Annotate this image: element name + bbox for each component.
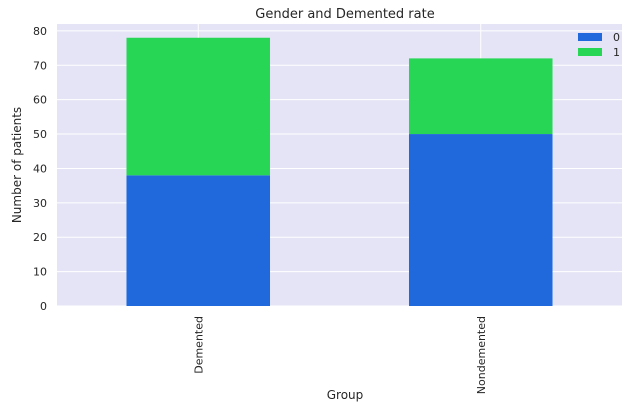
bar-segment-demented-0 <box>126 175 271 306</box>
bar-segment-nondemented-0 <box>408 134 553 306</box>
legend-swatch-0 <box>578 33 602 41</box>
y-tick-label: 80 <box>33 25 47 38</box>
bar-segment-nondemented-1 <box>408 58 553 135</box>
y-tick-label: 20 <box>33 231 47 244</box>
y-tick-label: 40 <box>33 162 47 175</box>
legend-label-0: 0 <box>613 31 620 44</box>
chart-title: Gender and Demented rate <box>255 7 434 22</box>
y-tick-label: 60 <box>33 94 47 107</box>
x-tick-label: Demented <box>192 316 205 374</box>
y-axis-label: Number of patients <box>10 107 24 223</box>
x-axis-label: Group <box>327 388 364 402</box>
y-tick-label: 30 <box>33 197 47 210</box>
y-tick-label: 70 <box>33 59 47 72</box>
y-tick-labels: 0 10 20 30 40 50 60 70 80 <box>33 25 47 313</box>
x-tick-label: Nondemented <box>475 316 488 394</box>
y-tick-label: 0 <box>40 300 47 313</box>
legend-swatch-1 <box>578 48 602 56</box>
legend: 01 <box>578 31 620 59</box>
legend-label-1: 1 <box>613 46 620 59</box>
y-tick-label: 10 <box>33 266 47 279</box>
bars <box>126 37 553 306</box>
y-tick-label: 50 <box>33 128 47 141</box>
bar-segment-demented-1 <box>126 37 271 176</box>
x-tick-labels: Demented Nondemented <box>192 316 488 394</box>
